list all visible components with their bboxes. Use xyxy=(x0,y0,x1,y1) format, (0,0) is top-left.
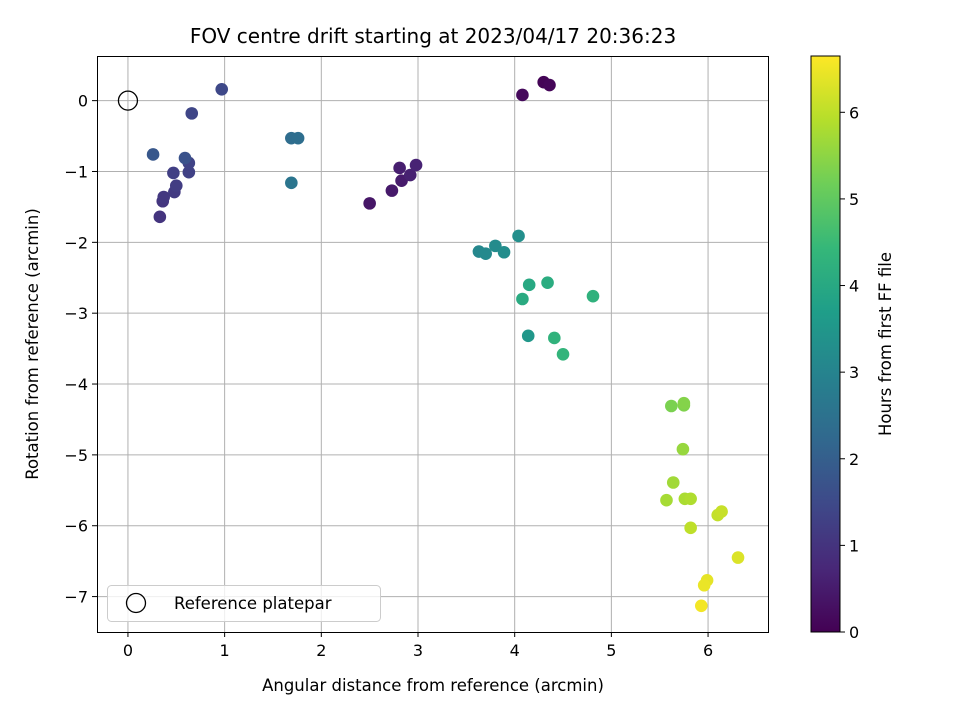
data-point xyxy=(586,289,600,303)
data-point xyxy=(677,396,691,410)
data-point xyxy=(385,184,399,197)
data-point xyxy=(522,278,536,292)
colorbar-tick-label: 3 xyxy=(849,363,859,382)
x-tick-label: 2 xyxy=(316,641,326,660)
data-point xyxy=(409,158,423,172)
data-point xyxy=(157,190,171,204)
data-point xyxy=(489,239,502,253)
y-tick-label: −7 xyxy=(64,588,88,607)
x-tick-label: 4 xyxy=(510,641,520,660)
y-tick-label: −2 xyxy=(64,233,88,252)
colorbar-tick-label: 4 xyxy=(849,277,859,296)
data-point xyxy=(291,131,305,145)
data-point xyxy=(715,505,728,518)
data-points xyxy=(117,75,745,613)
grid-lines xyxy=(97,56,768,632)
x-axis-title: Angular distance from reference (arcmin) xyxy=(262,676,604,695)
y-tick-label: −4 xyxy=(64,375,88,394)
colorbar-frame xyxy=(810,55,841,633)
chart-title: FOV centre drift starting at 2023/04/17 … xyxy=(190,24,676,48)
data-point xyxy=(215,82,229,96)
data-point xyxy=(178,151,192,165)
legend-marker-reference xyxy=(125,592,147,614)
data-point xyxy=(497,245,511,259)
data-point xyxy=(403,168,417,182)
data-point xyxy=(543,78,556,92)
y-tick-label: −6 xyxy=(64,517,88,536)
data-point xyxy=(548,331,561,345)
data-point xyxy=(731,551,745,564)
data-point xyxy=(167,166,180,180)
plot-frame xyxy=(97,56,769,633)
data-point xyxy=(660,493,673,507)
colorbar: 0 1 2 3 4 5 6 Hours from first FF file xyxy=(810,55,895,642)
reference-platepar-marker xyxy=(117,90,139,111)
colorbar-tick-label: 0 xyxy=(849,623,859,642)
data-point xyxy=(185,107,199,120)
data-point xyxy=(393,161,406,175)
data-point xyxy=(684,521,697,535)
y-tick-label: −5 xyxy=(64,446,88,465)
data-point xyxy=(146,148,160,161)
data-point xyxy=(521,329,535,343)
y-tick-label: 0 xyxy=(78,92,88,111)
data-point xyxy=(182,165,196,179)
data-point xyxy=(363,197,376,210)
data-point xyxy=(684,492,697,506)
data-point xyxy=(516,292,529,306)
y-axis-ticks: 0 −1 −2 −3 −4 −5 −6 −7 xyxy=(64,92,97,607)
data-point xyxy=(665,399,678,413)
colorbar-title: Hours from first FF file xyxy=(876,252,895,436)
data-point xyxy=(479,247,492,260)
data-point xyxy=(676,442,690,456)
x-tick-label: 1 xyxy=(220,641,230,660)
x-tick-label: 0 xyxy=(123,641,133,660)
data-point xyxy=(666,476,680,489)
colorbar-tick-label: 5 xyxy=(849,190,859,209)
legend-entry-reference-platepar: Reference platepar xyxy=(174,594,332,613)
colorbar-ticks: 0 1 2 3 4 5 6 xyxy=(840,103,859,642)
colorbar-tick-label: 2 xyxy=(849,450,859,469)
data-point xyxy=(285,176,298,190)
data-point xyxy=(516,88,529,102)
x-axis-ticks: 0 1 2 3 4 5 6 xyxy=(123,632,713,660)
x-tick-label: 5 xyxy=(606,641,616,660)
y-tick-label: −3 xyxy=(64,304,88,323)
colorbar-tick-label: 6 xyxy=(849,103,859,122)
y-axis-title: Rotation from reference (arcmin) xyxy=(23,208,42,480)
data-point xyxy=(169,179,183,192)
y-tick-label: −1 xyxy=(64,162,88,181)
x-tick-label: 3 xyxy=(413,641,423,660)
data-point xyxy=(694,599,708,613)
data-point xyxy=(556,347,570,361)
data-point xyxy=(541,276,554,290)
legend-box xyxy=(107,585,381,622)
data-point xyxy=(697,578,711,592)
data-point xyxy=(153,210,167,224)
x-tick-label: 6 xyxy=(703,641,713,660)
data-point xyxy=(512,229,525,243)
legend: Reference platepar xyxy=(107,585,381,622)
colorbar-tick-label: 1 xyxy=(849,536,859,555)
colorbar-gradient xyxy=(811,56,840,632)
